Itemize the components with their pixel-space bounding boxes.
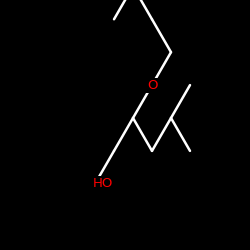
Text: O: O — [147, 78, 157, 92]
Text: HO: HO — [93, 177, 113, 190]
